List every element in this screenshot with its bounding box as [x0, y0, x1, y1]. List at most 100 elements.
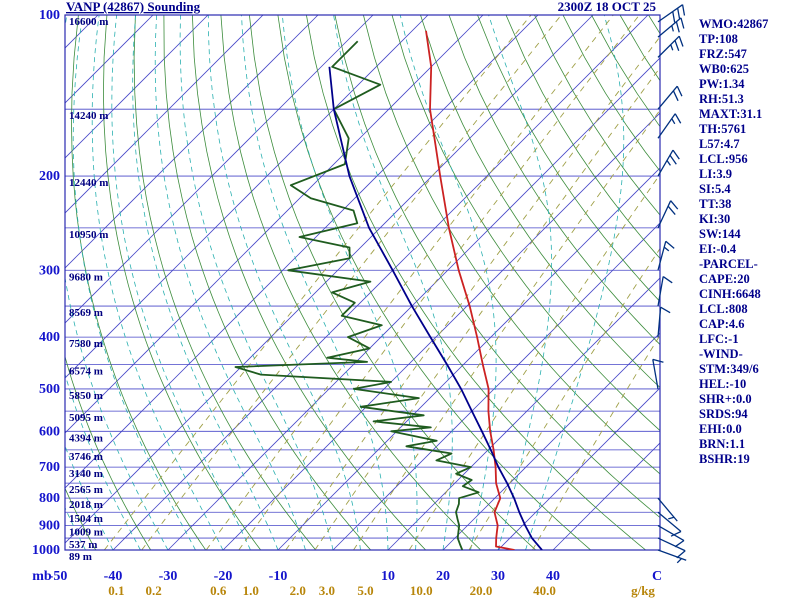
mixing-ratio-label: 3.0 — [319, 583, 335, 598]
wind-barb-icon — [657, 85, 683, 110]
index-line: CAPE:20 — [699, 272, 750, 286]
height-label: 12440 m — [69, 177, 108, 189]
height-label: 8569 m — [69, 307, 103, 319]
plot-border — [64, 14, 661, 551]
index-line: LI:3.9 — [699, 167, 732, 181]
index-line: TT:38 — [699, 197, 732, 211]
wind-barb-icon — [657, 275, 673, 307]
pressure-label: 600 — [39, 424, 60, 439]
index-line: SHR+:0.0 — [699, 392, 752, 406]
parcel-curve — [328, 66, 543, 550]
pressure-label: 700 — [39, 460, 60, 475]
height-label: 5850 m — [69, 390, 103, 402]
height-label: 3746 m — [69, 451, 103, 463]
index-line: PW:1.34 — [699, 77, 745, 91]
height-labels: 16600 m 14240 m 12440 m 10950 m 9680 m 8569 m… — [69, 16, 108, 563]
chart-title: VANP (42867) Sounding — [66, 0, 201, 14]
index-line: BRN:1.1 — [699, 437, 746, 451]
wind-barb-icon — [657, 113, 682, 139]
wind-barb-icon — [657, 240, 675, 271]
index-line: LFC:-1 — [699, 332, 739, 346]
wind-barb-icon — [657, 549, 687, 564]
temp-label: -30 — [159, 569, 178, 584]
index-line: L57:4.7 — [699, 137, 740, 151]
wind-barb-icon — [657, 17, 685, 38]
pressure-unit-label: mb — [32, 569, 52, 584]
dewpoint-curve — [234, 40, 480, 550]
wind-barb-icon — [657, 306, 671, 338]
height-label: 89 m — [69, 551, 92, 563]
index-line: BSHR:19 — [699, 452, 750, 466]
index-line: LCL:956 — [699, 152, 748, 166]
pressure-axis-labels: 100 200 300 400 500 600 700 800 900 1000 — [32, 8, 60, 558]
mixing-ratio-label: 0.2 — [146, 583, 162, 598]
index-line: SI:5.4 — [699, 182, 731, 196]
mixing-ratio-label: 1.0 — [243, 583, 259, 598]
temp-label: 20 — [436, 569, 450, 584]
pressure-label: 900 — [39, 519, 60, 534]
pressure-label: 1000 — [32, 543, 60, 558]
temperature-curve — [425, 30, 515, 550]
temp-label: -40 — [104, 569, 123, 584]
index-line: RH:51.3 — [699, 92, 744, 106]
height-label: 2565 m — [69, 484, 103, 496]
mixing-ratio-label: 0.1 — [108, 583, 124, 598]
height-label: 4394 m — [69, 432, 103, 444]
height-label: 10950 m — [69, 229, 108, 241]
wind-barb-icon — [657, 35, 684, 58]
wind-barb-icon — [657, 4, 686, 23]
index-line: LCL:808 — [699, 302, 748, 316]
height-label: 14240 m — [69, 110, 108, 122]
chart-layers: 100 200 300 400 500 600 700 800 900 1000 16600 m 14… — [32, 4, 687, 598]
index-line: TH:5761 — [699, 122, 747, 136]
index-line: EI:-0.4 — [699, 242, 737, 256]
index-line: WMO:42867 — [699, 17, 769, 31]
temp-label: 30 — [491, 569, 505, 584]
height-label: 6574 m — [69, 365, 103, 377]
pressure-label: 800 — [39, 491, 60, 506]
wind-barb-icon — [657, 524, 685, 548]
mixing-ratio-label: 2.0 — [290, 583, 306, 598]
height-label: 3140 m — [69, 468, 103, 480]
height-label: 5095 m — [69, 412, 103, 424]
mixing-ratio-label: 0.6 — [210, 583, 227, 598]
wind-barb-icon — [652, 358, 664, 390]
temp-unit-label: C — [652, 569, 662, 584]
temp-label: 10 — [381, 569, 395, 584]
index-line: KI:30 — [699, 212, 731, 226]
index-line: SW:144 — [699, 227, 741, 241]
wind-barb-icon — [657, 200, 679, 229]
isobar-grid — [65, 15, 660, 550]
index-line: TP:108 — [699, 32, 738, 46]
chart-timestamp: 2300Z 18 OCT 25 — [558, 0, 657, 14]
index-line: SRDS:94 — [699, 407, 748, 421]
wind-barb-icon — [657, 149, 680, 177]
pressure-label: 200 — [39, 169, 60, 184]
mixing-unit-label: g/kg — [631, 583, 655, 598]
wind-barb-icon — [657, 511, 682, 537]
height-label: 1009 m — [69, 527, 103, 539]
temp-label: -20 — [214, 569, 233, 584]
wind-barb-icon — [657, 497, 678, 522]
pressure-label: 400 — [39, 330, 60, 345]
temp-axis-labels: -50 -40 -30 -20 -10 10 20 30 40 — [49, 569, 560, 584]
mixing-ratio-labels: 0.1 0.2 0.6 1.0 2.0 3.0 5.0 10.0 20.0 40.0 — [108, 583, 556, 598]
mixing-ratio-label: 40.0 — [533, 583, 556, 598]
mixing-ratio-lines — [103, 15, 660, 550]
height-label: 7580 m — [69, 338, 103, 350]
height-label: 2018 m — [69, 499, 103, 511]
wind-barbs — [652, 4, 687, 564]
index-line: -WIND- — [699, 347, 743, 361]
moist-adiabats — [65, 15, 625, 550]
mixing-ratio-label: 10.0 — [410, 583, 433, 598]
index-line: -PARCEL- — [699, 257, 758, 271]
index-line: CINH:6648 — [699, 287, 761, 301]
pressure-label: 500 — [39, 382, 60, 397]
index-line: HEL:-10 — [699, 377, 747, 391]
index-line: MAXT:31.1 — [699, 107, 763, 121]
pressure-label: 100 — [39, 8, 60, 23]
index-line: STM:349/6 — [699, 362, 759, 376]
pressure-label: 300 — [39, 263, 60, 278]
indices-panel: WMO:42867 TP:108 FRZ:547 WB0:625 PW:1.34 RH:5… — [699, 17, 797, 467]
mixing-ratio-label: 20.0 — [470, 583, 493, 598]
